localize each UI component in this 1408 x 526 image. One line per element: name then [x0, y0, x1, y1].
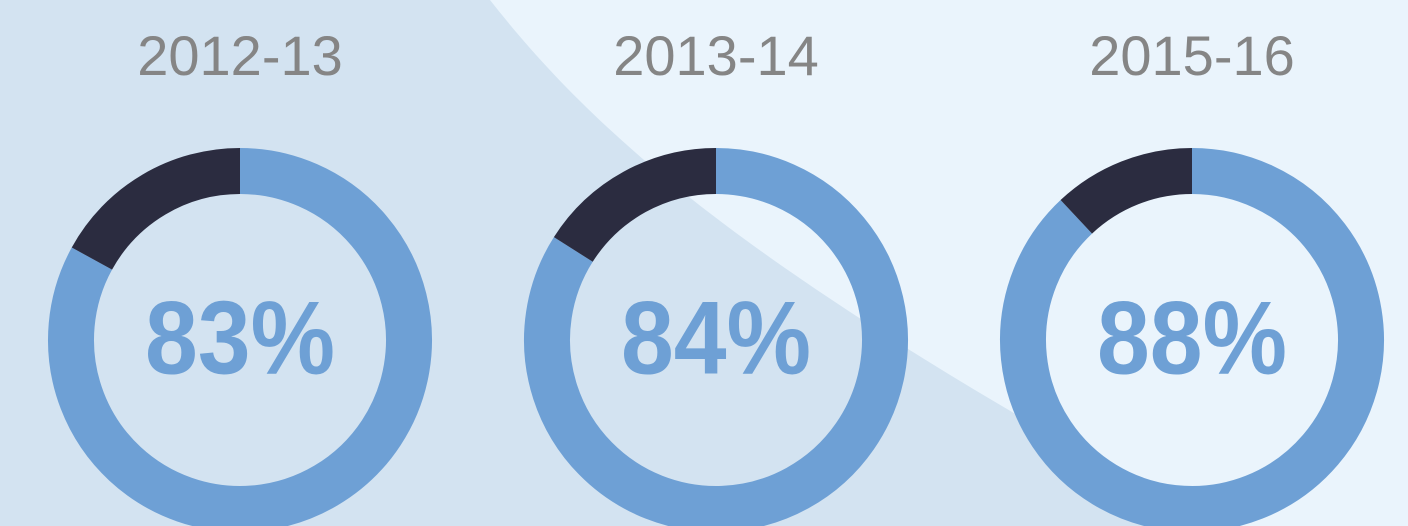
- donut-segment: [1060, 148, 1193, 234]
- donut-center-label: 88%: [1097, 280, 1287, 396]
- donut-title: 2013-14: [613, 24, 819, 87]
- background-wave: [490, 0, 1408, 526]
- donut-title: 2012-13: [137, 24, 343, 87]
- donut-segment: [524, 148, 908, 526]
- donut-title: 2015-16: [1089, 24, 1295, 87]
- donut-center-label: 83%: [145, 280, 335, 396]
- donut-center-label: 84%: [621, 280, 811, 396]
- donut-segment: [1000, 148, 1384, 526]
- donut-segment: [71, 148, 241, 271]
- donut-segment: [553, 148, 717, 263]
- donut-segment: [48, 148, 432, 526]
